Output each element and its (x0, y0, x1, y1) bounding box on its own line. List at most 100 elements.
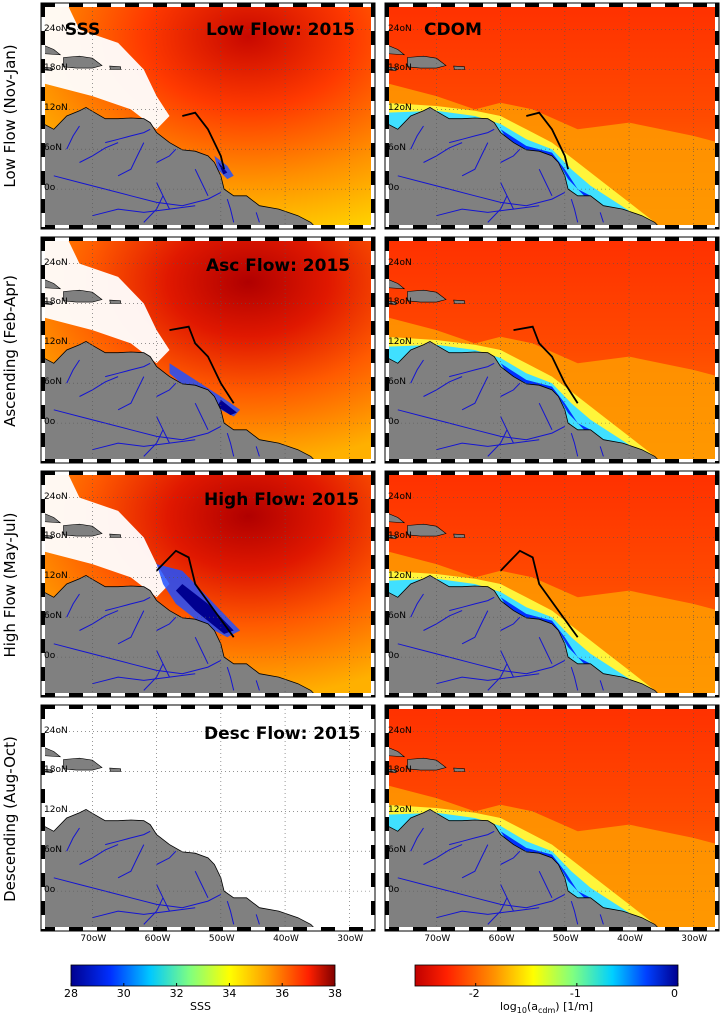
frame-left (41, 915, 45, 929)
frame-border (384, 470, 720, 698)
frame-right (371, 789, 375, 803)
map-frame (40, 2, 376, 230)
river-6 (538, 168, 553, 197)
lat-tick-label: 12oN (44, 337, 68, 348)
frame-bottom (651, 225, 665, 229)
frame-right (371, 845, 375, 859)
frame-left (385, 929, 389, 931)
frame-right (371, 227, 375, 229)
frame-left (385, 887, 389, 901)
frame-top (483, 705, 497, 709)
frame-bottom (181, 225, 195, 229)
island-1 (385, 511, 406, 524)
lat-tick-label: 18oN (388, 297, 412, 308)
frame-top (223, 237, 237, 241)
river-0 (105, 830, 151, 846)
frame-left (41, 213, 45, 227)
frame-left (41, 87, 45, 101)
frame-right (715, 569, 719, 583)
lat-tick-label: 6oN (388, 611, 406, 622)
frame-border (40, 470, 376, 698)
cdom-high-zone (500, 363, 591, 430)
frame-top (237, 471, 251, 475)
frame-left (385, 31, 389, 45)
lat-tick-label: 24oN (44, 257, 68, 268)
frame-bottom (581, 459, 595, 463)
frame-right (715, 611, 719, 625)
frame-top (609, 3, 623, 7)
frame-right (715, 17, 719, 31)
sss-panel-3 (40, 704, 376, 932)
frame-bottom (279, 225, 293, 229)
frame-top (553, 471, 567, 475)
frame-bottom (363, 459, 375, 463)
frame-bottom (83, 927, 97, 931)
frame-bottom (455, 927, 469, 931)
frame-top (209, 237, 223, 241)
river-3 (53, 643, 222, 675)
frame-bottom (293, 693, 307, 697)
river-7 (410, 827, 424, 852)
frame-left (385, 555, 389, 569)
frame-left (385, 859, 389, 873)
frame-top (707, 471, 719, 475)
frame-right (371, 639, 375, 653)
frame-bottom (623, 459, 637, 463)
frame-top (385, 3, 399, 7)
frame-bottom (55, 225, 69, 229)
frame-left (385, 199, 389, 213)
frame-left (41, 625, 45, 639)
frame-left (41, 59, 45, 73)
frame-right (715, 115, 719, 129)
frame-border (40, 704, 376, 932)
frame-bottom (651, 927, 665, 931)
lat-tick-label: 18oN (388, 531, 412, 542)
frame-bottom (497, 225, 511, 229)
frame-right (371, 733, 375, 747)
frame-left (385, 625, 389, 639)
lon-tick-label: 30oW (681, 934, 708, 944)
frame-bottom (693, 927, 707, 931)
frame-bottom (251, 225, 265, 229)
frame-bottom (139, 225, 153, 229)
river-4 (92, 673, 196, 685)
island-2 (109, 299, 121, 304)
frame-top (293, 3, 307, 7)
river-0 (449, 362, 495, 378)
frame-top (427, 705, 441, 709)
frame-top (69, 471, 83, 475)
frame-top (279, 471, 293, 475)
frame-top (321, 705, 335, 709)
frame-top (707, 237, 719, 241)
frame-left (41, 569, 45, 583)
cdom-map-3 (385, 705, 719, 931)
frame-left (41, 681, 45, 695)
frame-top (455, 3, 469, 7)
frame-top (665, 237, 679, 241)
river-1 (79, 376, 119, 397)
frame-left (41, 527, 45, 541)
frame-border (384, 236, 720, 464)
lat-tick-label: 12oN (388, 571, 412, 582)
frame-bottom (265, 459, 279, 463)
frame-top (637, 237, 651, 241)
frame-bottom (609, 225, 623, 229)
frame-right (371, 213, 375, 227)
frame-right (371, 17, 375, 31)
island-1 (41, 277, 62, 290)
frame-top (441, 3, 455, 7)
lon-tick-label: 70oW (80, 934, 107, 944)
frame-bottom (483, 459, 497, 463)
frame-bottom (195, 927, 209, 931)
river-4 (436, 439, 540, 451)
frame-right (715, 653, 719, 667)
frame-left (41, 499, 45, 513)
lat-tick-label: 24oN (44, 725, 68, 736)
plume-core (175, 584, 234, 634)
lon-tick-label: 70oW (424, 934, 451, 944)
frame-right (715, 639, 719, 653)
frame-left (41, 227, 45, 229)
lat-tick-label: 0o (44, 885, 56, 896)
frame-bottom (265, 225, 279, 229)
frame-left (385, 611, 389, 625)
